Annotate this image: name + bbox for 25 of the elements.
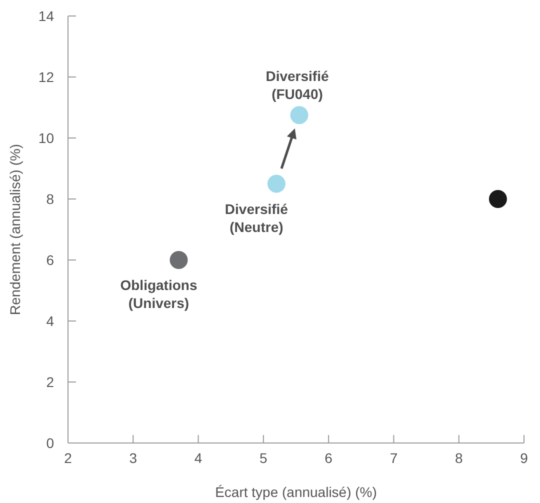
x-tick-label: 9 xyxy=(520,450,528,466)
point xyxy=(488,190,507,208)
y-tick-label: 12 xyxy=(38,69,54,85)
y-axis-title: Rendement (annualisé) (%) xyxy=(7,144,23,316)
y-tick-label: 2 xyxy=(46,374,54,390)
point xyxy=(267,174,286,193)
series-label: Diversifié (FU040) xyxy=(266,68,329,102)
x-tick-label: 6 xyxy=(324,450,333,466)
y-tick-label: 10 xyxy=(38,130,54,146)
y-tick-label: 8 xyxy=(46,191,54,207)
series-label: Obligations (Univers) xyxy=(120,277,198,311)
y-tick-label: 6 xyxy=(46,252,54,268)
x-tick-label: 2 xyxy=(64,450,72,466)
x-axis-title: Écart type (annualisé) (%) xyxy=(215,484,377,500)
point xyxy=(170,251,188,269)
point xyxy=(290,106,308,124)
x-tick-label: 5 xyxy=(260,450,268,466)
x-tick-label: 8 xyxy=(454,450,463,466)
y-tick-label: 0 xyxy=(46,435,54,451)
x-tick-label: 7 xyxy=(390,450,398,466)
y-tick-label: 14 xyxy=(38,8,54,24)
y-tick-label: 4 xyxy=(46,313,54,329)
series-label: Diversifié (Neutre) xyxy=(224,200,288,235)
x-tick-label: 3 xyxy=(129,450,138,466)
x-tick-label: 4 xyxy=(194,450,202,466)
